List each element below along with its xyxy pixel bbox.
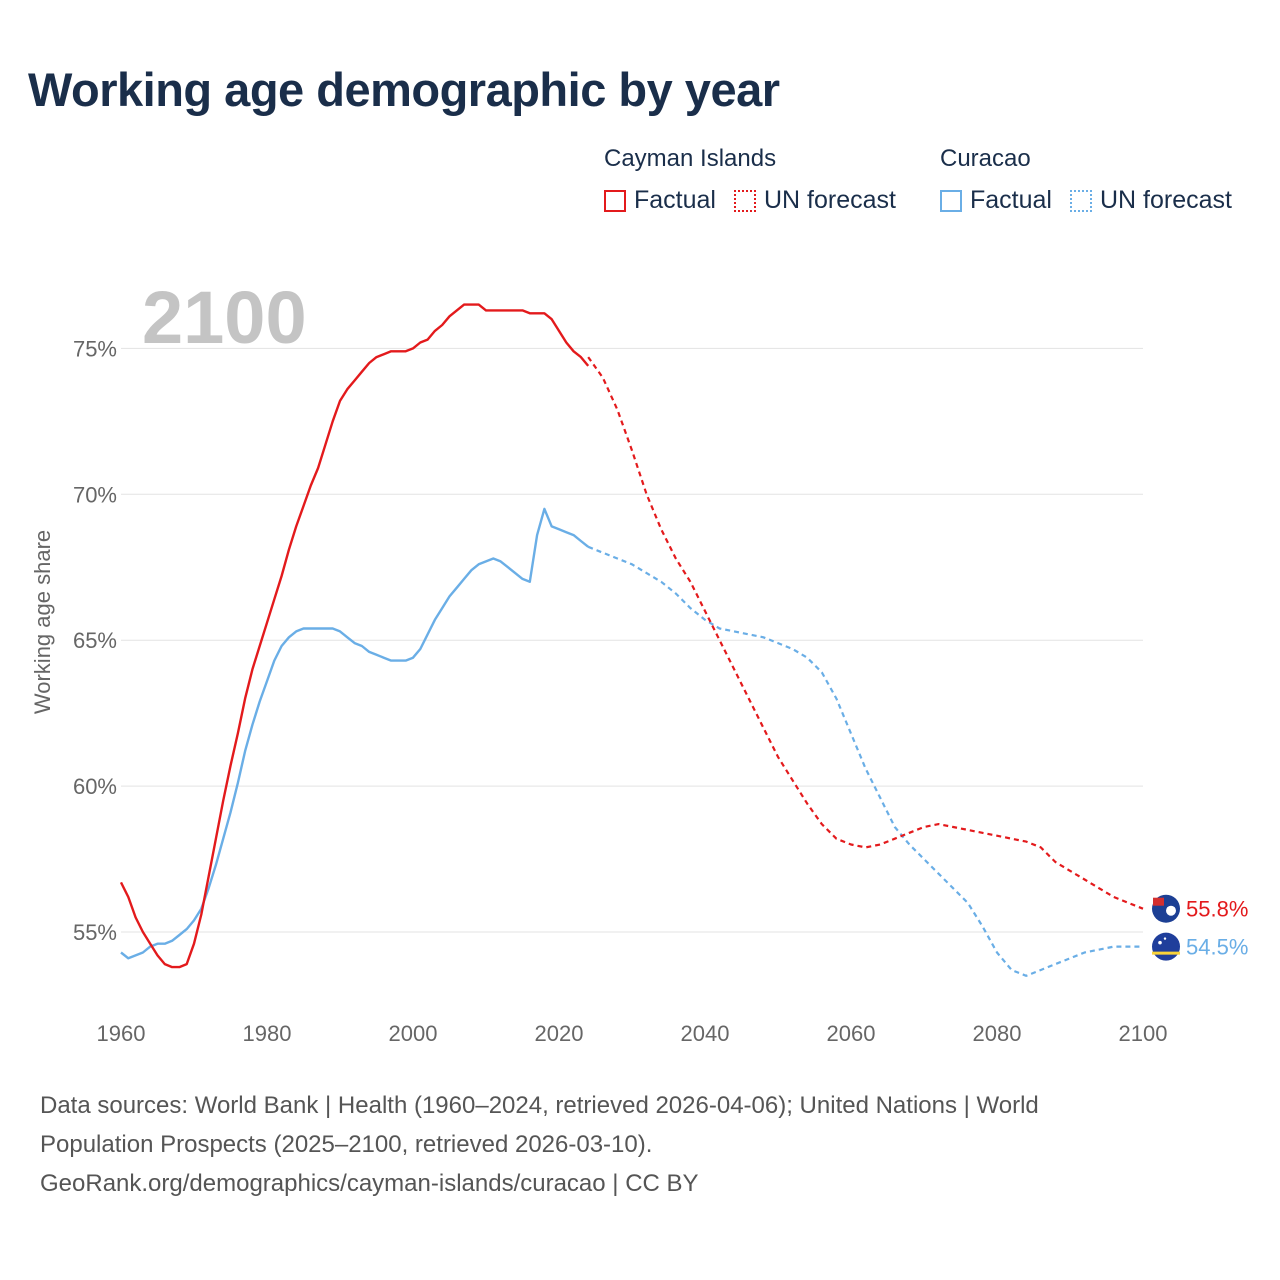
- curacao-flag-star: [1163, 937, 1167, 940]
- source-line: Data sources: World Bank | Health (1960–…: [40, 1092, 1039, 1119]
- x-tick-label: 2080: [973, 1021, 1022, 1046]
- x-tick-label: 1960: [97, 1021, 146, 1046]
- legend-group-name: Cayman Islands: [604, 145, 777, 172]
- legend-swatch-factual: [940, 189, 962, 212]
- curacao-forecast-line: [587, 545, 1143, 977]
- curacao-flag-stripe: [1152, 951, 1180, 955]
- chart-title: Working age demographic by year: [28, 63, 780, 116]
- x-tick-label: 2020: [535, 1021, 584, 1046]
- x-tick-label: 2040: [681, 1021, 730, 1046]
- y-tick-label: 60%: [73, 774, 117, 799]
- legend-group-curacao: Curacao Factual UN forecast: [940, 144, 1250, 215]
- legend-label-forecast: UN forecast: [1099, 186, 1232, 214]
- x-tick-label: 2100: [1119, 1021, 1168, 1046]
- curacao-flag-star: [1158, 940, 1162, 945]
- x-tick-label: 1980: [243, 1021, 292, 1046]
- cayman-factual-line: [119, 303, 590, 969]
- legend-group-cayman: Cayman Islands Factual UN forecast: [604, 144, 914, 215]
- y-tick-label: 75%: [73, 336, 117, 361]
- source-note: Data sources: World Bank | Health (1960–…: [40, 1086, 1220, 1203]
- cayman-forecast-line: [587, 356, 1144, 910]
- cayman-flag-canton: [1153, 897, 1164, 906]
- y-tick-label: 65%: [73, 628, 117, 653]
- legend-swatch-forecast: [1069, 189, 1092, 212]
- legend-swatch-factual: [604, 189, 626, 212]
- source-line: Population Prospects (2025–2100, retriev…: [40, 1131, 653, 1158]
- cayman-end-label: 55.8%: [1186, 897, 1248, 922]
- x-tick-label: 2060: [827, 1021, 876, 1046]
- legend-swatch-forecast: [733, 189, 756, 212]
- year-label: 2100: [142, 276, 307, 359]
- legend-label-forecast: UN forecast: [763, 186, 896, 214]
- cayman-flag-crest: [1166, 905, 1176, 916]
- source-line: GeoRank.org/demographics/cayman-islands/…: [40, 1170, 699, 1197]
- y-tick-label: 55%: [73, 920, 117, 945]
- y-axis-title: Working age share: [30, 530, 55, 714]
- curacao-factual-line: [120, 507, 589, 960]
- curacao-flag-icon: [1152, 932, 1180, 961]
- legend-label-factual: Factual: [634, 186, 716, 214]
- line-chart: 55% 60% 65% 70% 75% 1960 1980 2000 2020 2040 2060 2…: [30, 276, 1248, 1046]
- x-tick-label: 2000: [389, 1021, 438, 1046]
- y-tick-label: 70%: [73, 482, 117, 507]
- legend-group-name: Curacao: [940, 145, 1031, 172]
- curacao-end-label: 54.5%: [1186, 935, 1248, 960]
- legend-label-factual: Factual: [970, 186, 1052, 214]
